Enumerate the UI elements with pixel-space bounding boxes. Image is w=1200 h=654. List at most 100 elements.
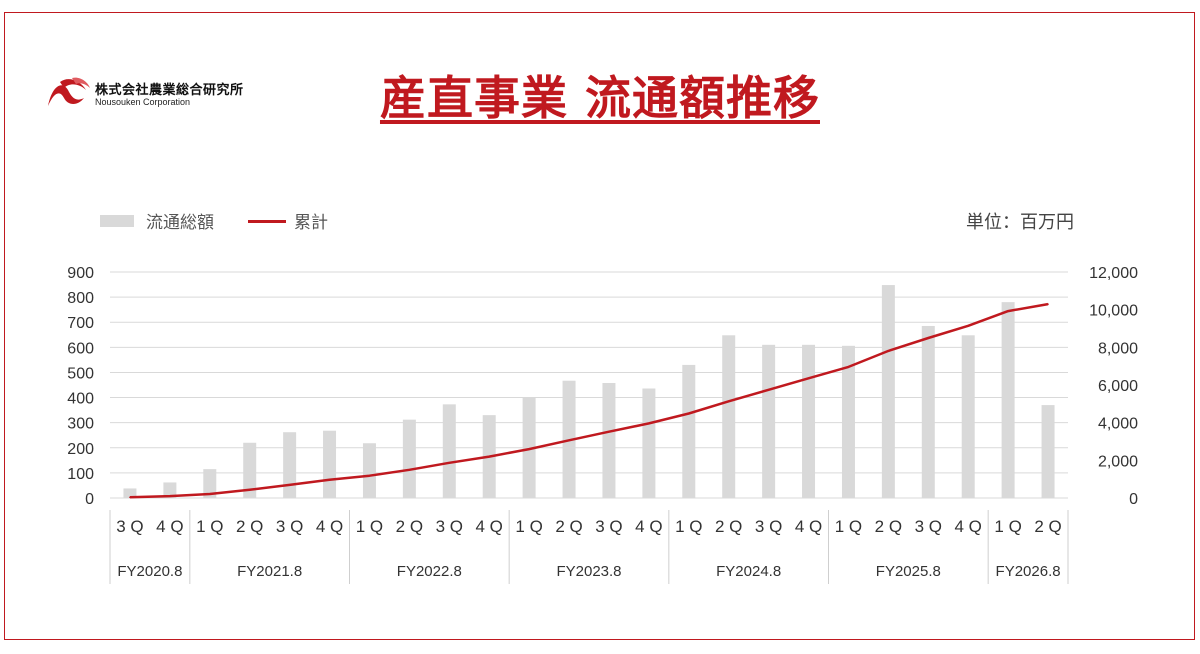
cumulative-point <box>648 422 650 425</box>
bar <box>961 335 975 498</box>
cumulative-point <box>1047 303 1049 305</box>
x-group-label: FY2025.8 <box>876 563 941 580</box>
x-tick-label: 1 Q <box>994 517 1021 536</box>
x-tick-label: 2 Q <box>236 517 263 536</box>
x-tick-label: 4 Q <box>156 517 183 536</box>
x-tick-label: 1 Q <box>515 517 542 536</box>
bar <box>123 488 137 498</box>
x-tick-label: 4 Q <box>316 517 343 536</box>
cumulative-point <box>408 469 411 471</box>
bar <box>642 388 656 498</box>
x-tick-label: 3 Q <box>595 517 622 536</box>
x-tick-label: 3 Q <box>116 517 143 536</box>
legend-line-swatch <box>248 220 286 223</box>
cumulative-point <box>1007 310 1009 312</box>
cumulative-point <box>448 462 451 464</box>
cumulative-point <box>528 448 530 450</box>
cumulative-point <box>169 495 171 497</box>
y-right-tick-label: 10,000 <box>1089 303 1138 320</box>
cumulative-point <box>608 430 610 433</box>
y-left-tick-label: 100 <box>67 466 94 483</box>
cumulative-point <box>488 455 491 458</box>
bar <box>1001 302 1015 498</box>
bar <box>921 325 935 498</box>
y-left-tick-label: 500 <box>67 365 94 382</box>
cumulative-line <box>129 302 1049 499</box>
y-left-tick-label: 400 <box>67 391 94 408</box>
bar <box>163 482 177 498</box>
x-tick-label: 2 Q <box>555 517 582 536</box>
x-tick-label: 1 Q <box>196 517 223 536</box>
bar <box>802 344 816 498</box>
cumulative-point <box>328 479 331 481</box>
bar <box>243 442 257 498</box>
y-right-tick-label: 12,000 <box>1089 265 1138 282</box>
bar <box>881 285 895 498</box>
y-left-tick-label: 0 <box>85 491 94 508</box>
x-tick-label: 4 Q <box>635 517 662 536</box>
cumulative-point <box>568 439 570 442</box>
bar <box>602 382 616 498</box>
x-group-label: FY2022.8 <box>397 563 462 580</box>
logo-company-name-en: Nousouken Corporation <box>95 97 191 107</box>
x-group-label: FY2026.8 <box>996 563 1061 580</box>
y-right-tick-label: 0 <box>1129 491 1138 508</box>
y-left-tick-label: 300 <box>67 416 94 433</box>
cumulative-point <box>927 337 930 339</box>
y-left-tick-label: 200 <box>67 441 94 458</box>
bar <box>323 430 337 498</box>
x-tick-label: 4 Q <box>795 517 822 536</box>
x-tick-label: 2 Q <box>875 517 902 536</box>
bar <box>1041 405 1055 498</box>
x-tick-label: 3 Q <box>436 517 463 536</box>
x-tick-label: 3 Q <box>276 517 303 536</box>
legend-bar-swatch <box>100 215 134 227</box>
company-logo: 株式会社農業総合研究所 Nousouken Corporation <box>46 76 266 112</box>
cumulative-point <box>129 496 131 499</box>
bar <box>722 335 736 498</box>
legend-line-label: 累計 <box>294 213 328 233</box>
y-right-tick-label: 2,000 <box>1098 453 1138 470</box>
y-right-tick-label: 4,000 <box>1098 416 1138 433</box>
bar <box>762 344 776 498</box>
y-left-tick-label: 700 <box>67 315 94 332</box>
y-left-tick-label: 900 <box>67 265 94 282</box>
unit-label: 単位：百万円 <box>966 212 1074 233</box>
x-tick-label: 2 Q <box>1034 517 1061 536</box>
y-right-tick-label: 8,000 <box>1098 340 1138 357</box>
cumulative-point <box>208 493 211 495</box>
x-tick-label: 2 Q <box>396 517 423 536</box>
x-tick-label: 3 Q <box>915 517 942 536</box>
cumulative-point <box>807 377 810 380</box>
logo-company-name-jp: 株式会社農業総合研究所 <box>95 83 244 98</box>
x-tick-label: 1 Q <box>675 517 702 536</box>
slide-frame <box>4 12 1195 640</box>
cumulative-point <box>368 474 371 477</box>
bar <box>522 397 536 498</box>
logo-mark-icon <box>48 77 90 106</box>
cumulative-point <box>767 388 770 391</box>
bar <box>203 469 217 498</box>
bar <box>442 404 456 498</box>
y-left-tick-label: 600 <box>67 340 94 357</box>
x-group-label: FY2021.8 <box>237 563 302 580</box>
cumulative-point <box>887 350 890 352</box>
bar <box>682 364 696 498</box>
x-tick-label: 4 Q <box>476 517 503 536</box>
x-tick-label: 1 Q <box>835 517 862 536</box>
cumulative-point <box>727 400 730 403</box>
legend-bar-label: 流通総額 <box>146 213 214 233</box>
bar <box>283 432 297 498</box>
x-tick-label: 1 Q <box>356 517 383 536</box>
bar <box>841 345 855 498</box>
cumulative-point <box>847 366 850 368</box>
cumulative-point <box>687 412 690 415</box>
x-group-label: FY2020.8 <box>117 563 182 580</box>
cumulative-point <box>248 489 251 491</box>
cumulative-point <box>967 324 970 327</box>
x-tick-label: 4 Q <box>955 517 982 536</box>
y-left-tick-label: 800 <box>67 290 94 307</box>
x-tick-label: 3 Q <box>755 517 782 536</box>
page-title: 産直事業 流通額推移 <box>379 71 820 125</box>
